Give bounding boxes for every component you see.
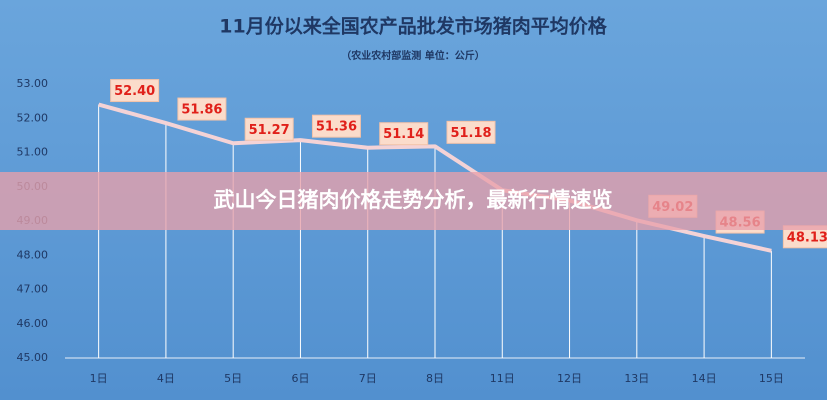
x-tick-label: 5日 (224, 372, 242, 385)
y-tick-label: 52.00 (17, 111, 49, 124)
y-tick-label: 51.00 (17, 146, 49, 159)
chart-title: 11月份以来全国农产品批发市场猪肉平均价格 (219, 15, 607, 38)
value-label: 51.18 (450, 126, 491, 141)
x-tick-label: 6日 (291, 372, 309, 385)
y-tick-label: 46.00 (17, 317, 49, 330)
value-label-box (110, 79, 160, 103)
y-tick-label: 47.00 (17, 283, 49, 296)
y-tick-label: 53.00 (17, 77, 49, 90)
value-label: 48.13 (787, 230, 827, 245)
x-tick-label: 15日 (759, 372, 784, 385)
banner-bg (0, 172, 827, 230)
x-tick-label: 14日 (692, 372, 717, 385)
overlay: 武山今日猪肉价格走势分析，最新行情速览 (0, 172, 827, 230)
x-tick-label: 7日 (359, 372, 377, 385)
x-tick-label: 12日 (557, 372, 582, 385)
banner-text: 武山今日猪肉价格走势分析，最新行情速览 (214, 188, 613, 212)
y-tick-label: 45.00 (17, 351, 49, 364)
value-label: 51.27 (249, 123, 290, 138)
value-label: 52.40 (114, 84, 155, 99)
value-label-box (177, 97, 227, 121)
y-tick-label: 48.00 (17, 248, 49, 261)
value-label-box (311, 114, 361, 138)
value-label: 51.14 (383, 127, 424, 142)
value-label: 51.36 (316, 120, 357, 135)
chart-subtitle: （农业农村部监测 单位：公斤） (341, 49, 484, 62)
x-tick-label: 1日 (90, 372, 108, 385)
x-tick-label: 11日 (490, 372, 515, 385)
value-label-box (446, 120, 496, 144)
x-tick-label: 4日 (157, 372, 175, 385)
x-tick-label: 8日 (426, 372, 444, 385)
value-label-box (379, 122, 429, 146)
value-label: 51.86 (181, 103, 222, 118)
x-tick-label: 13日 (624, 372, 649, 385)
value-label-box (244, 117, 294, 141)
